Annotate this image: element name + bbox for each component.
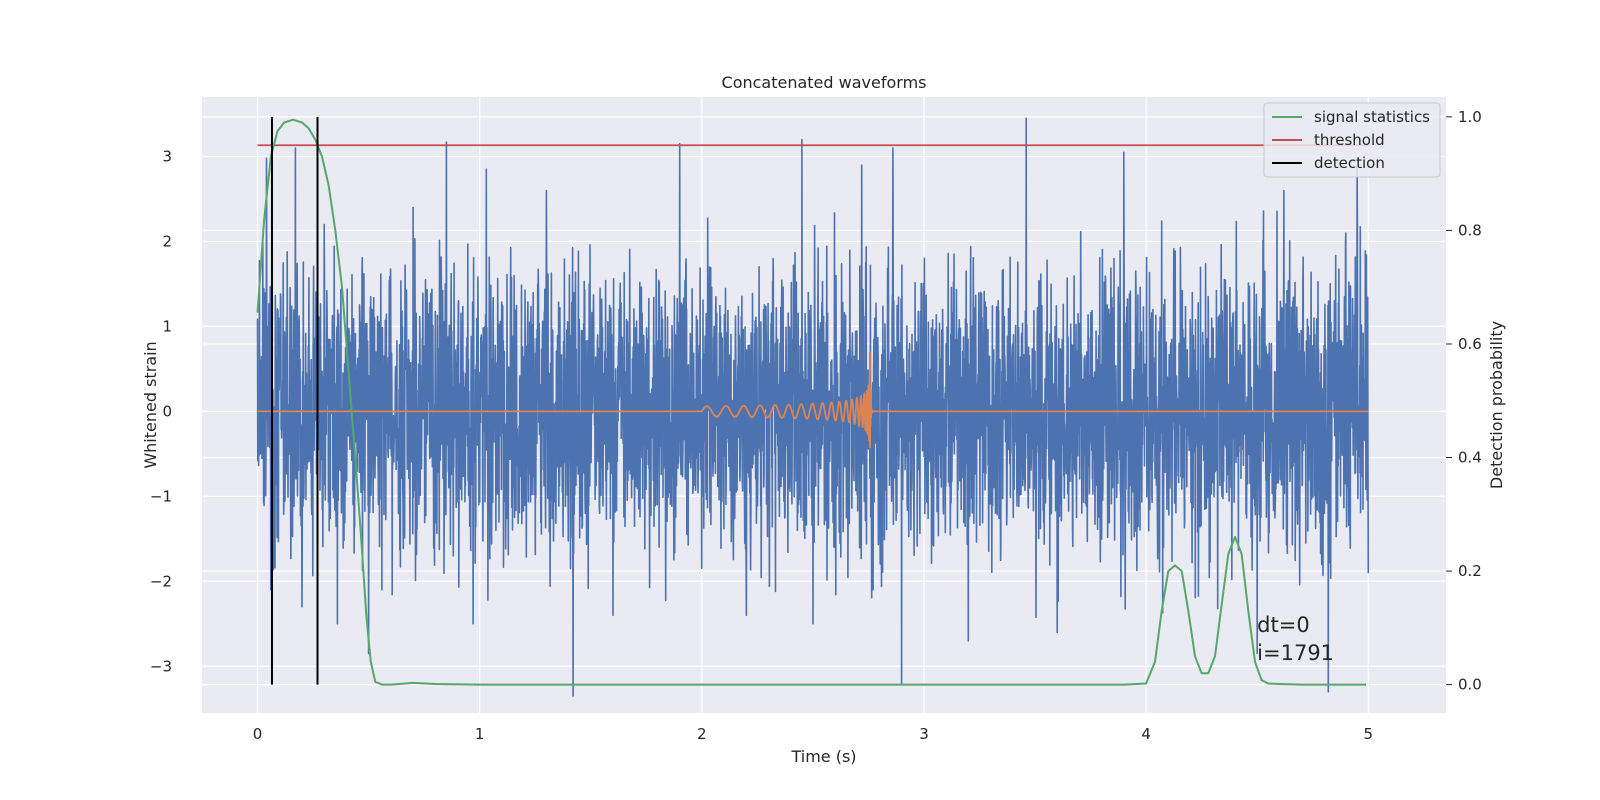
x-tick-label: 3 bbox=[919, 725, 929, 743]
series-template-waveform bbox=[257, 351, 1369, 449]
x-tick-label: 1 bbox=[475, 725, 485, 743]
legend-label-detection: detection bbox=[1314, 154, 1385, 172]
y-tick-label-left: 2 bbox=[162, 232, 172, 250]
y-tick-label-right: 0.2 bbox=[1458, 562, 1482, 580]
legend-label-threshold: threshold bbox=[1314, 131, 1385, 149]
y-tick-label-right: 0.6 bbox=[1458, 335, 1482, 353]
legend-label-signal-statistics: signal statistics bbox=[1314, 108, 1430, 126]
x-tick-label: 4 bbox=[1141, 725, 1151, 743]
y-tick-label-right: 0.8 bbox=[1458, 221, 1482, 239]
annotation-line-dt: dt=0 bbox=[1257, 613, 1310, 637]
x-tick-label: 2 bbox=[697, 725, 707, 743]
chart-title: Concatenated waveforms bbox=[722, 73, 927, 92]
y-tick-label-left: −1 bbox=[150, 487, 172, 505]
y-tick-label-right: 0.0 bbox=[1458, 676, 1482, 694]
x-axis-title: Time (s) bbox=[790, 747, 856, 766]
y-tick-label-left: −2 bbox=[150, 572, 172, 590]
tick-labels: 0 1 2 3 4 5 −3 −2 −1 0 1 2 3 0.0 0.2 0.4 0.6 0.8 1.0 bbox=[150, 108, 1482, 743]
y-tick-label-left: −3 bbox=[150, 657, 172, 675]
legend: signal statistics threshold detection bbox=[1263, 102, 1441, 178]
legend-box bbox=[1263, 102, 1441, 178]
series-signal-statistics bbox=[256, 118, 1366, 686]
annotation-line-index: i=1791 bbox=[1257, 641, 1334, 665]
y-tick-label-left: 1 bbox=[162, 317, 172, 335]
annotation: dt=0 i=1791 bbox=[1257, 613, 1334, 665]
y-tick-label-left: 3 bbox=[162, 147, 172, 165]
y-tick-label-left: 0 bbox=[162, 402, 172, 420]
x-tick-label: 5 bbox=[1363, 725, 1373, 743]
series-whitened-strain bbox=[256, 117, 1370, 697]
series-group bbox=[256, 116, 1370, 697]
y-axis-title-left: Whitened strain bbox=[141, 341, 160, 468]
x-tick-label: 0 bbox=[253, 725, 263, 743]
y-tick-label-right: 1.0 bbox=[1458, 108, 1482, 126]
y-tick-label-right: 0.4 bbox=[1458, 449, 1482, 467]
y-axis-title-right: Detection probability bbox=[1487, 321, 1506, 489]
